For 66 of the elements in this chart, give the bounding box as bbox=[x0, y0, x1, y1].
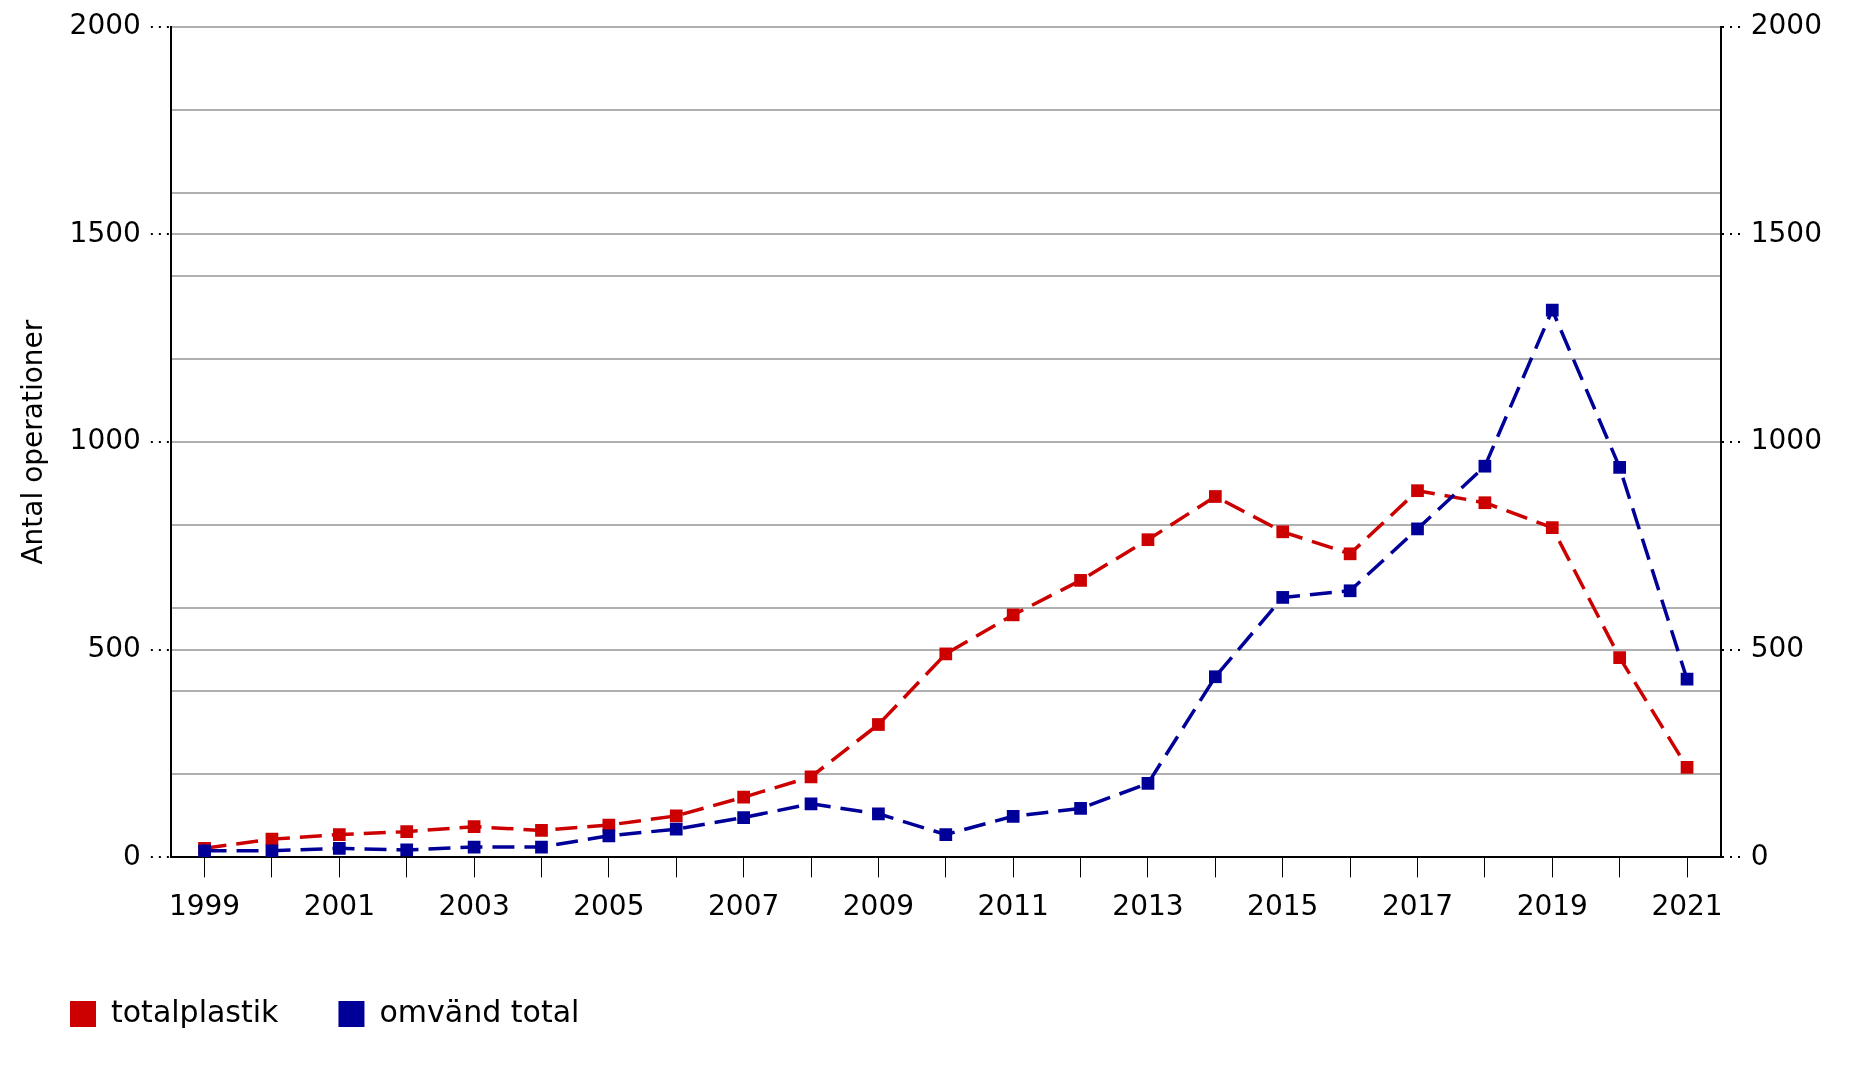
y-tick-label: 1000 bbox=[69, 423, 141, 457]
point bbox=[1680, 760, 1694, 774]
x-tick-label: 1999 bbox=[168, 889, 241, 923]
point bbox=[669, 809, 683, 823]
x-tick-label: 2011 bbox=[977, 889, 1049, 923]
x-tick-label: 2003 bbox=[438, 889, 510, 923]
point bbox=[872, 807, 885, 821]
point bbox=[1276, 525, 1290, 539]
x-tick-label: 2001 bbox=[303, 889, 375, 923]
y2-tick-label: 2000 bbox=[1750, 8, 1823, 42]
point bbox=[1141, 533, 1155, 547]
point bbox=[535, 840, 548, 854]
x-tick-label: 2019 bbox=[1516, 889, 1588, 923]
point bbox=[1411, 484, 1424, 498]
point bbox=[1141, 777, 1155, 790]
point bbox=[332, 841, 346, 855]
point bbox=[1680, 672, 1694, 686]
point bbox=[400, 843, 414, 857]
point bbox=[1545, 303, 1559, 317]
y2-tick-label: 1500 bbox=[1750, 215, 1823, 249]
point bbox=[1343, 547, 1357, 561]
legend-label: totalplastik bbox=[111, 993, 280, 1029]
point bbox=[467, 820, 481, 834]
y-tick-label: 0 bbox=[123, 838, 141, 872]
x-tick-label: 2005 bbox=[573, 889, 645, 923]
point bbox=[1478, 496, 1492, 510]
point bbox=[939, 828, 953, 841]
x-tick-label: 2007 bbox=[708, 889, 780, 923]
x-tick-label: 2013 bbox=[1112, 889, 1184, 923]
point bbox=[1545, 521, 1559, 535]
y2-tick-label: 0 bbox=[1750, 838, 1769, 872]
point bbox=[804, 770, 818, 784]
y-tick-label: 2000 bbox=[69, 8, 141, 42]
point bbox=[1074, 574, 1087, 587]
point bbox=[1478, 459, 1492, 473]
point bbox=[1006, 809, 1020, 823]
point bbox=[332, 828, 346, 841]
point bbox=[1276, 591, 1290, 604]
x-tick-label: 2015 bbox=[1247, 889, 1319, 923]
point bbox=[804, 797, 818, 811]
point bbox=[939, 647, 953, 661]
point bbox=[265, 844, 279, 858]
x-tick-label: 2017 bbox=[1381, 889, 1454, 923]
legend-label: omvänd total bbox=[379, 993, 580, 1029]
y2-tick-label: 500 bbox=[1750, 631, 1805, 665]
y-tick-label: 1500 bbox=[69, 215, 141, 249]
point bbox=[669, 822, 683, 836]
point bbox=[400, 825, 414, 839]
point bbox=[1343, 584, 1357, 598]
point bbox=[737, 790, 751, 804]
point bbox=[1208, 490, 1222, 503]
point bbox=[1074, 802, 1087, 815]
y2-tick-label: 1000 bbox=[1750, 423, 1823, 457]
point bbox=[737, 811, 751, 824]
point bbox=[535, 824, 548, 837]
point bbox=[1613, 651, 1627, 665]
y-tick-label: 500 bbox=[87, 631, 141, 665]
point bbox=[1613, 461, 1627, 474]
point bbox=[1208, 670, 1222, 684]
point bbox=[1006, 608, 1020, 622]
x-tick-label: 2009 bbox=[842, 889, 915, 923]
x-tick-label: 2021 bbox=[1651, 889, 1723, 923]
point bbox=[872, 718, 885, 731]
point bbox=[1411, 522, 1424, 536]
point bbox=[602, 829, 616, 843]
y-axis-title: Antal operationer bbox=[16, 319, 50, 565]
